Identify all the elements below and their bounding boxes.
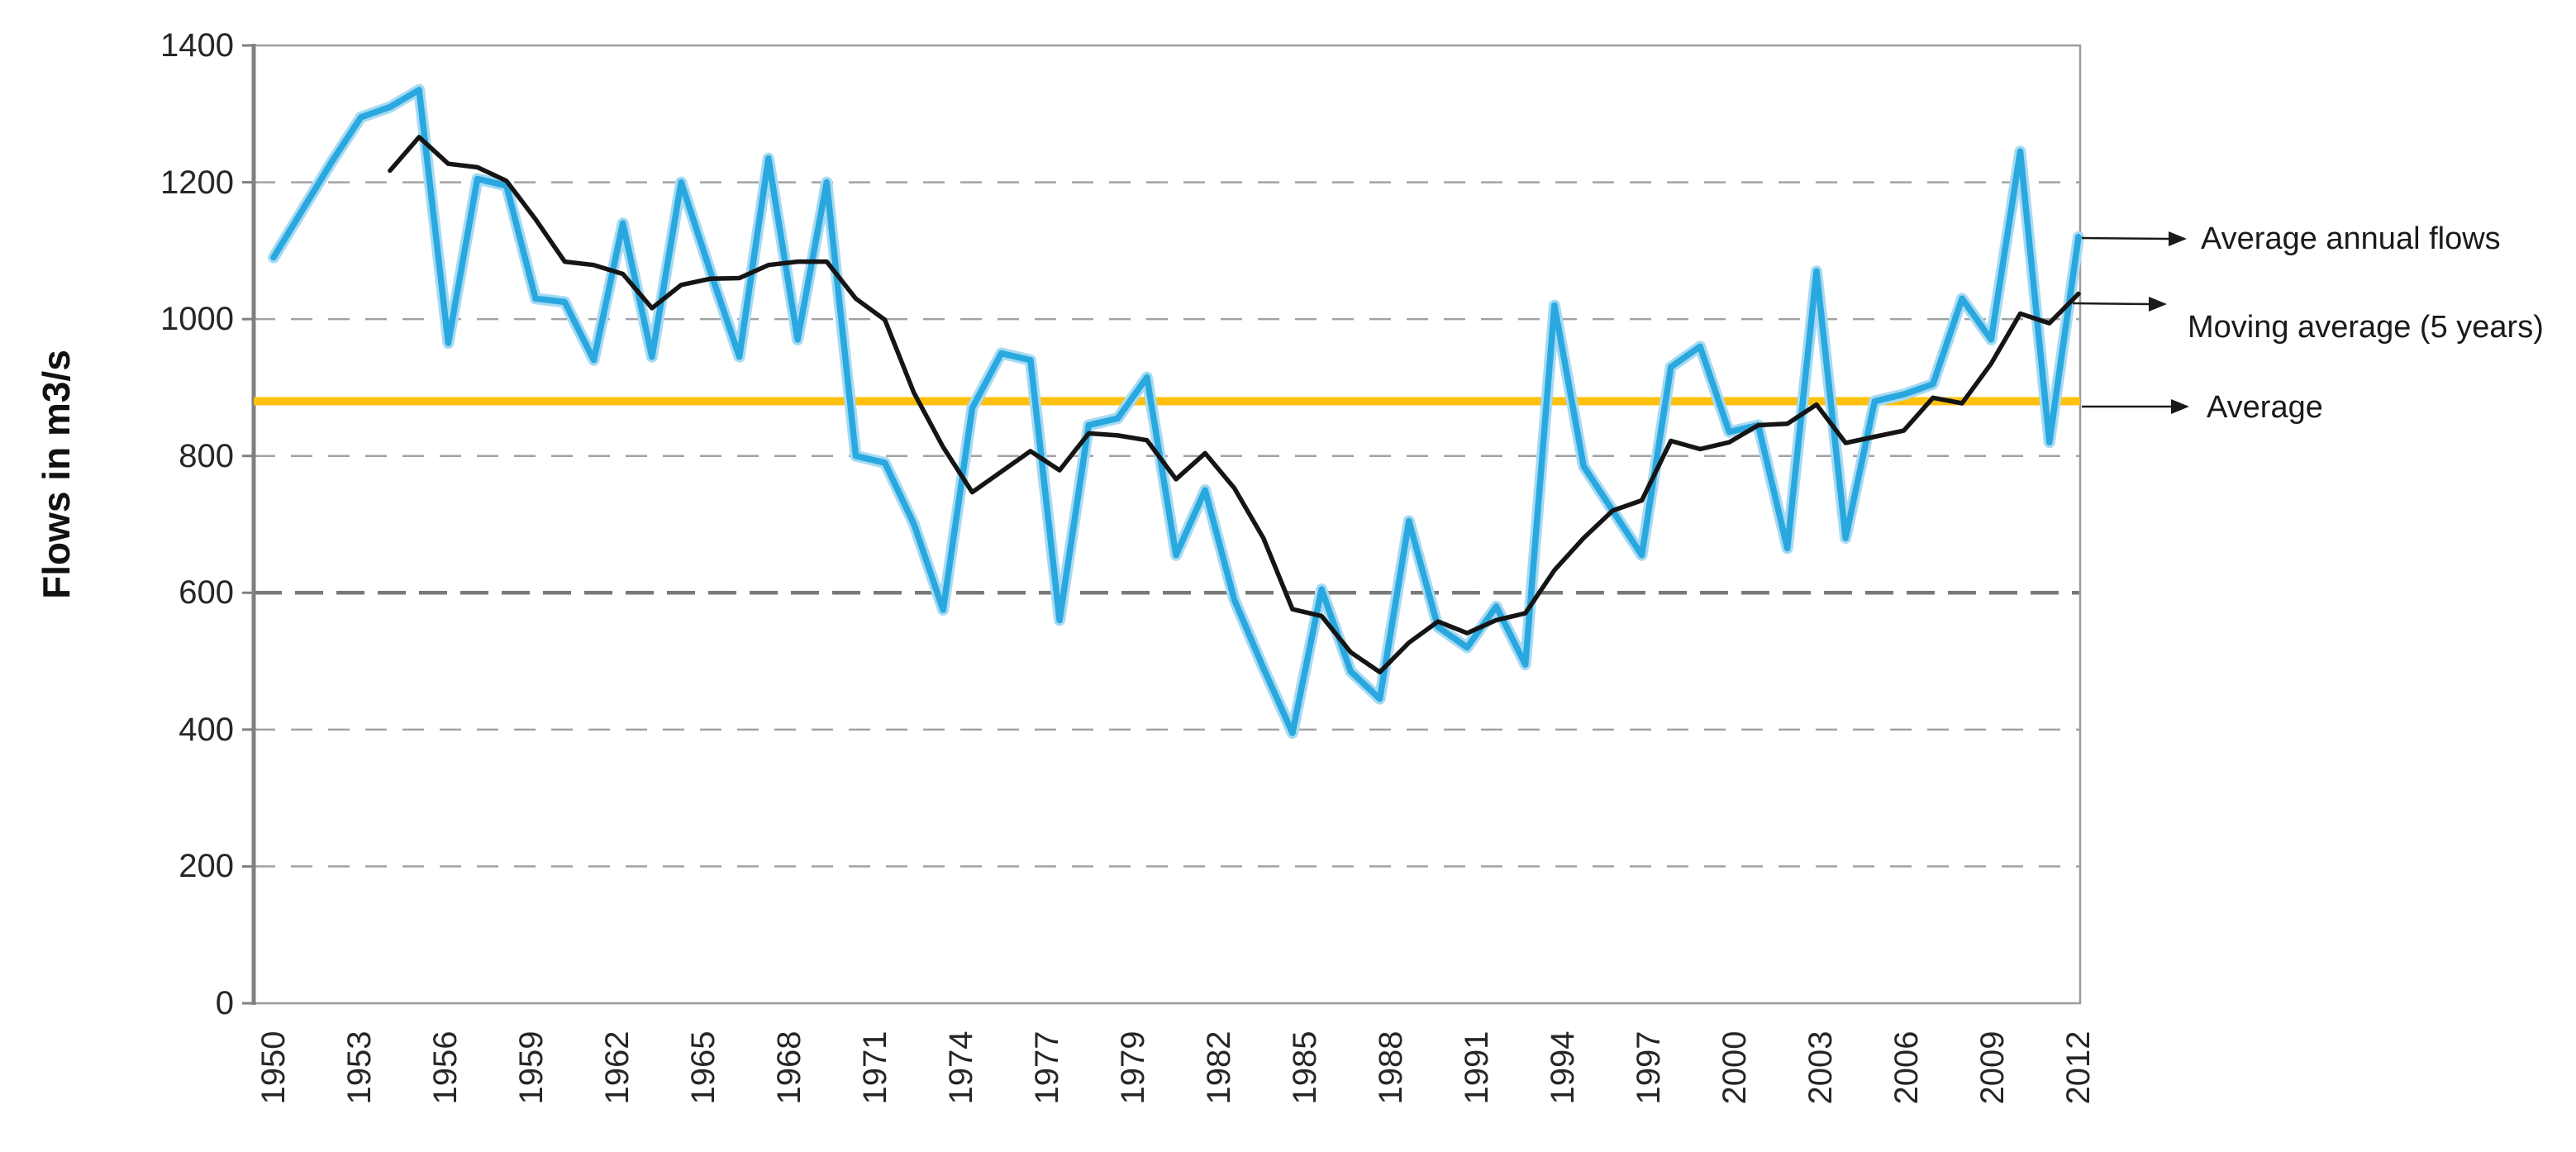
y-tick-label-400: 400 (179, 711, 234, 748)
legend-arrowhead-icon-average (2171, 399, 2189, 414)
x-tick-label-1965: 1965 (685, 1031, 721, 1105)
y-tick-label-200: 200 (179, 848, 234, 885)
x-tick-label-1953: 1953 (341, 1031, 378, 1105)
legend-label-average-annual-flows: Average annual flows (2201, 221, 2501, 256)
x-tick-label-1997: 1997 (1631, 1031, 1667, 1105)
x-tick-label-1994: 1994 (1545, 1031, 1581, 1105)
x-tick-label-1985: 1985 (1287, 1031, 1323, 1105)
x-tick-label-1974: 1974 (943, 1031, 979, 1105)
x-tick-label-1971: 1971 (857, 1031, 893, 1105)
y-tick-label-1000: 1000 (160, 301, 234, 338)
x-tick-label-2009: 2009 (1974, 1031, 2011, 1105)
x-tick-label-2012: 2012 (2060, 1031, 2097, 1105)
x-tick-label-2003: 2003 (1802, 1031, 1839, 1105)
y-tick-label-600: 600 (179, 574, 234, 612)
x-tick-label-1977: 1977 (1029, 1031, 1065, 1105)
x-tick-label-1982: 1982 (1201, 1031, 1237, 1105)
legend-arrowhead-icon-moving-average (2149, 297, 2167, 312)
x-tick-label-1968: 1968 (771, 1031, 807, 1105)
x-tick-label-1956: 1956 (427, 1031, 464, 1105)
x-tick-label-1979: 1979 (1115, 1031, 1151, 1105)
y-tick-label-800: 800 (179, 437, 234, 474)
y-tick-label-0: 0 (215, 985, 234, 1021)
legend-arrowhead-icon-average-annual-flows (2169, 231, 2187, 246)
legend-label-average: Average (2207, 390, 2323, 425)
y-tick-label-1400: 1400 (160, 27, 234, 64)
x-tick-label-1959: 1959 (513, 1031, 550, 1105)
legend-label-moving-average: Moving average (5 years) (2188, 310, 2544, 345)
average-annual-flows-line (270, 87, 2082, 736)
x-tick-label-1950: 1950 (255, 1031, 292, 1105)
y-axis-title: Flows in m3/s (35, 350, 78, 599)
x-tick-label-1991: 1991 (1459, 1031, 1495, 1105)
moving-average-line (388, 135, 2081, 675)
x-tick-label-2000: 2000 (1717, 1031, 1753, 1105)
x-tick-label-1962: 1962 (599, 1031, 636, 1105)
legend-arrow-line-average-annual-flows (2081, 236, 2169, 240)
x-tick-label-2006: 2006 (1888, 1031, 1925, 1105)
y-tick-label-1200: 1200 (160, 164, 234, 201)
legend-arrow-line-moving-average (2072, 302, 2150, 306)
x-tick-label-1988: 1988 (1373, 1031, 1409, 1105)
